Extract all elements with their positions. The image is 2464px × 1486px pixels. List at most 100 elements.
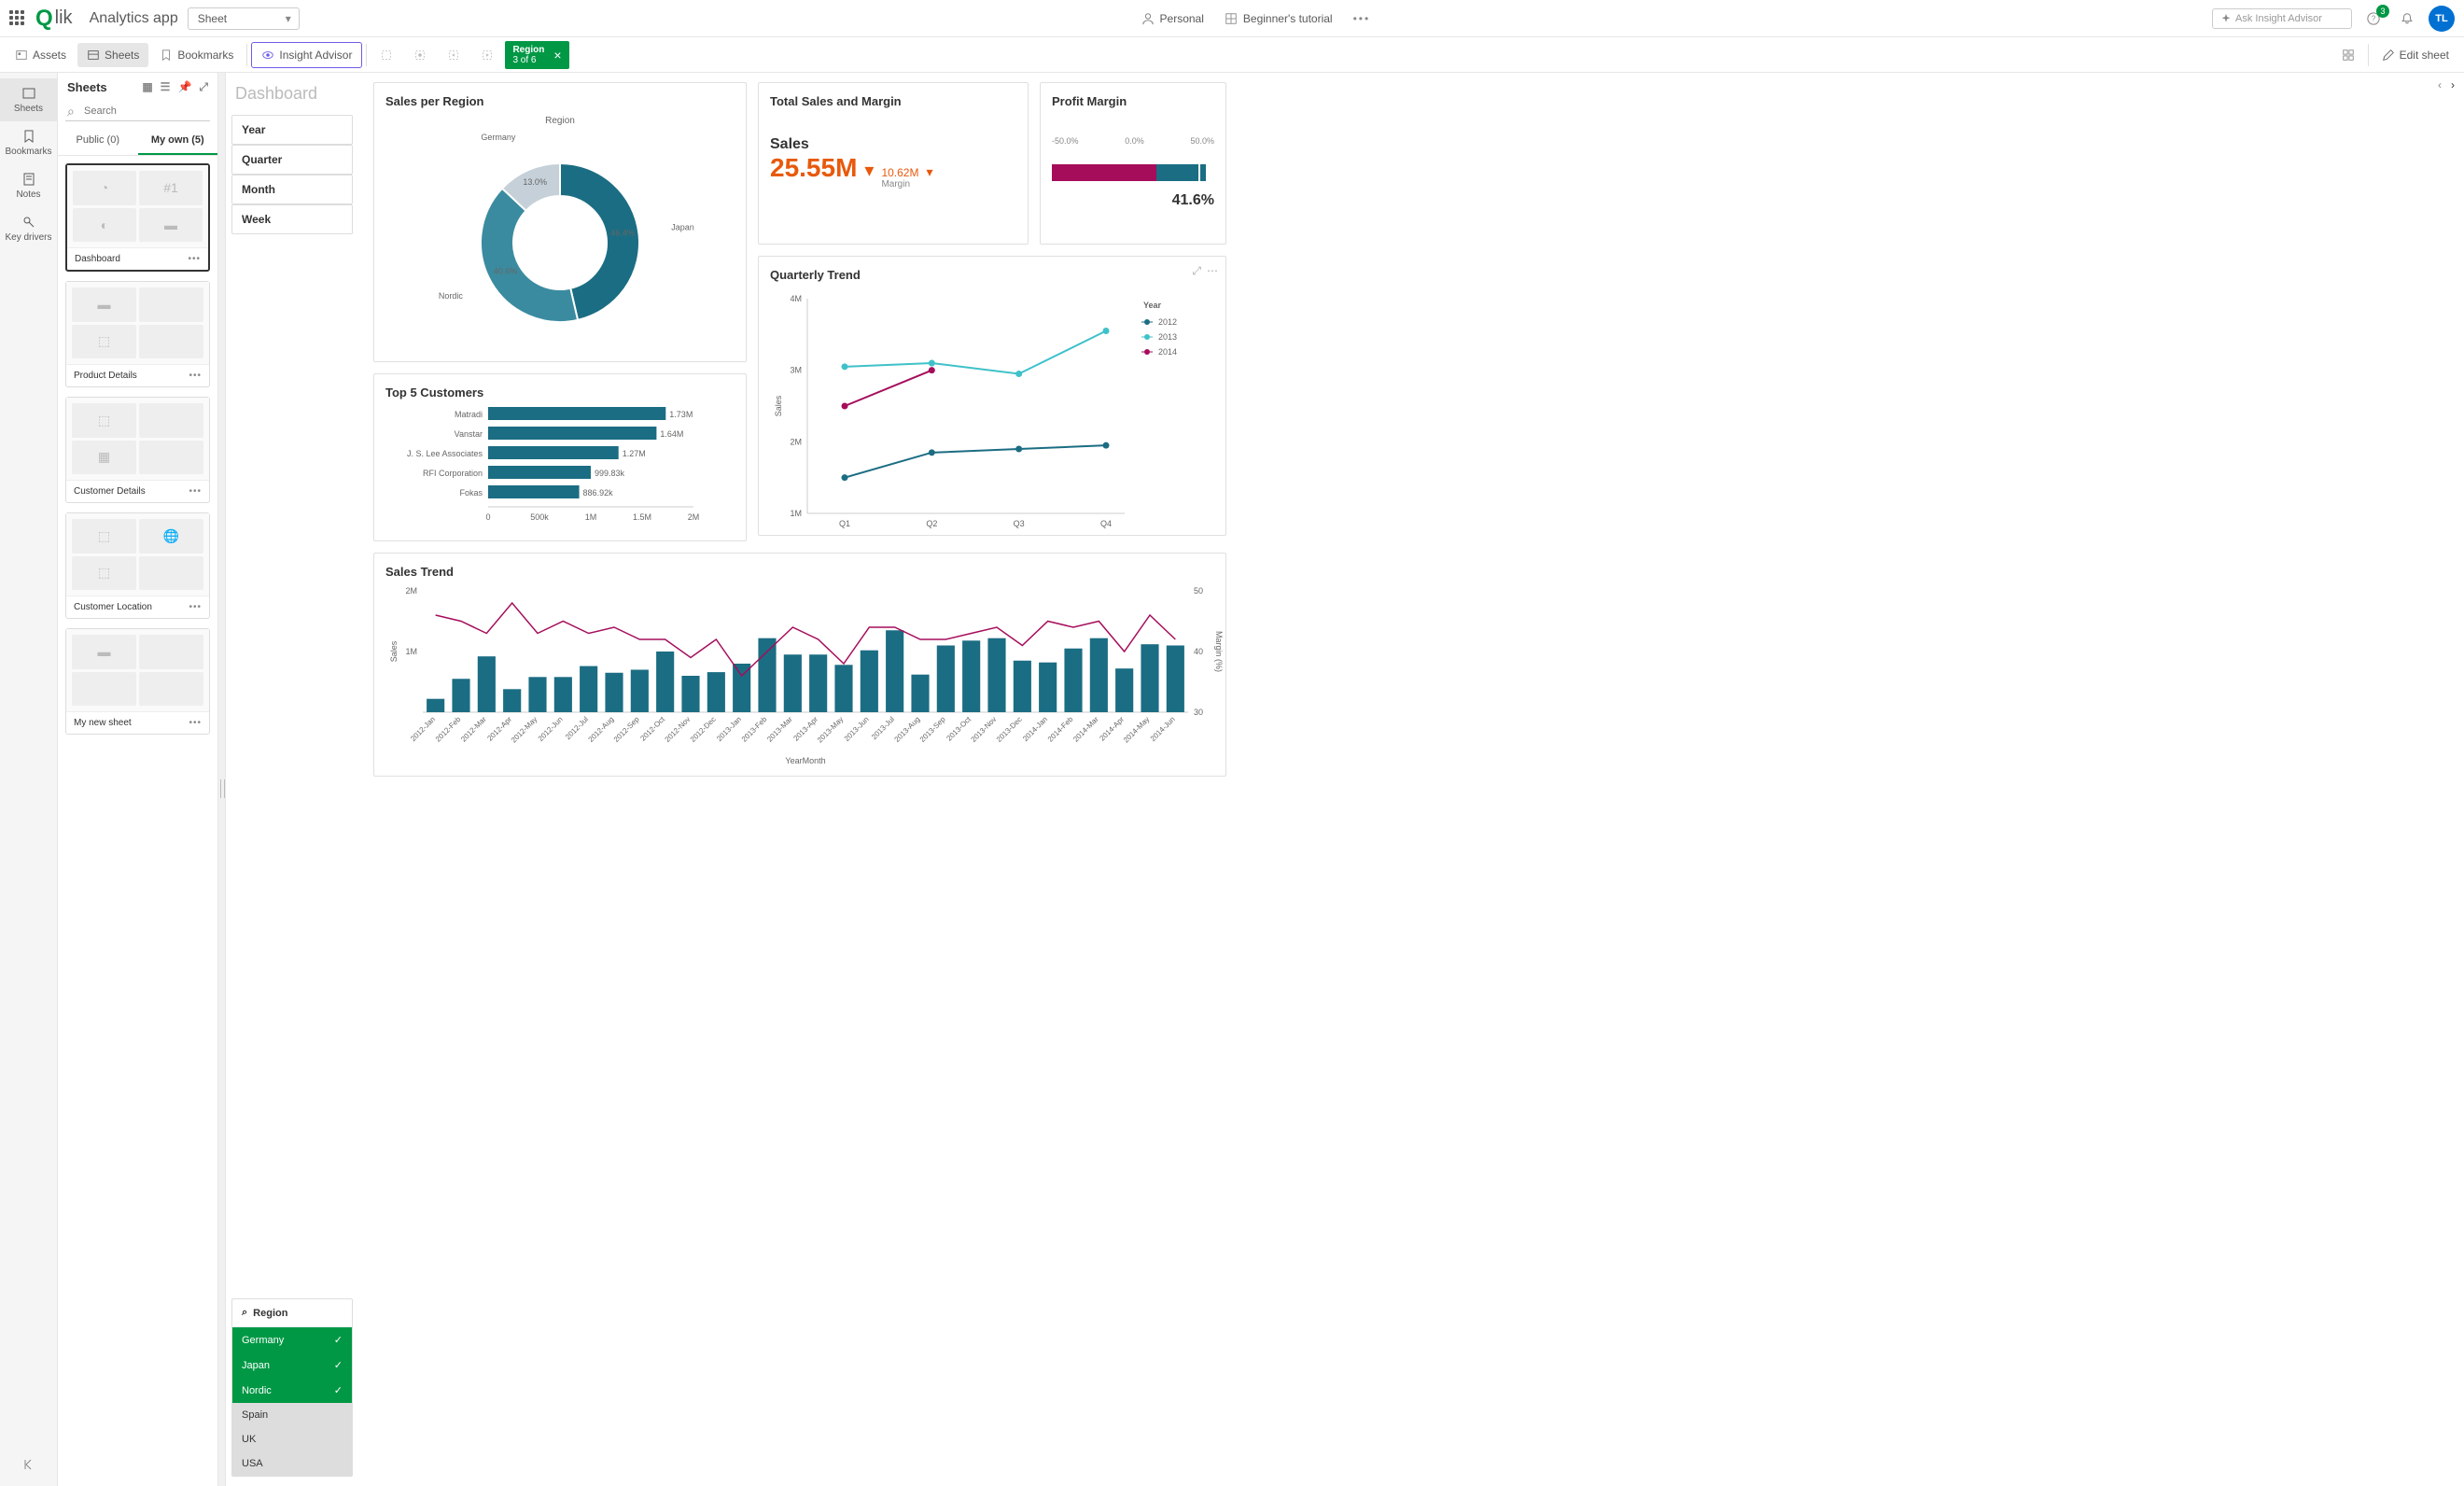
- assets-icon: [15, 49, 28, 62]
- user-avatar[interactable]: TL: [2429, 6, 2455, 32]
- qlik-logo[interactable]: Qlik: [35, 6, 73, 32]
- selection-tool-1[interactable]: [371, 43, 402, 67]
- svg-text:500k: 500k: [530, 512, 549, 522]
- svg-text:46.4%: 46.4%: [610, 228, 635, 237]
- svg-text:Q2: Q2: [926, 519, 937, 528]
- view-grid-icon[interactable]: ▦: [142, 80, 152, 94]
- svg-text:2014-Mar: 2014-Mar: [1071, 715, 1100, 744]
- sheets-button[interactable]: Sheets: [77, 43, 148, 67]
- svg-text:2013-Sep: 2013-Sep: [918, 715, 947, 744]
- sheet-card[interactable]: ⬚🌐⬚ Customer Location•••: [65, 512, 210, 619]
- svg-text:Q1: Q1: [839, 519, 850, 528]
- more-icon[interactable]: ⋯: [1207, 264, 1218, 278]
- svg-text:50: 50: [1194, 586, 1203, 596]
- prev-sheet[interactable]: ‹: [2438, 78, 2442, 91]
- sheet-card[interactable]: ▬ My new sheet•••: [65, 628, 210, 735]
- panel-search[interactable]: [65, 102, 210, 121]
- selection-chip[interactable]: Region3 of 6 ×: [505, 41, 568, 69]
- svg-text:2014-Jun: 2014-Jun: [1149, 715, 1177, 743]
- key-icon: [21, 215, 36, 230]
- svg-text:YearMonth: YearMonth: [785, 756, 825, 765]
- rail-bookmarks[interactable]: Bookmarks: [0, 121, 57, 164]
- top5-chart[interactable]: Matradi 1.73MVanstar 1.64MJ. S. Lee Asso…: [385, 407, 740, 542]
- pin-icon[interactable]: 📌: [177, 80, 191, 94]
- svg-text:2013-Aug: 2013-Aug: [893, 715, 922, 744]
- card-total-sales: Total Sales and Margin Sales 25.55M ▾ 10…: [758, 82, 1029, 245]
- region-item[interactable]: USA: [232, 1451, 352, 1476]
- tab-myown[interactable]: My own (5): [138, 127, 218, 155]
- tutorial-button[interactable]: Beginner's tutorial: [1219, 8, 1338, 29]
- svg-text:Matradi: Matradi: [455, 410, 483, 419]
- dimension-filter[interactable]: Year: [231, 115, 353, 145]
- svg-text:2012-Mar: 2012-Mar: [459, 715, 488, 744]
- help-button[interactable]: ? 3: [2361, 8, 2386, 29]
- selection-tool-2[interactable]: [404, 43, 436, 67]
- svg-text:1M: 1M: [585, 512, 597, 522]
- svg-text:Q3: Q3: [1014, 519, 1025, 528]
- search-input[interactable]: [65, 102, 210, 121]
- sheet-card[interactable]: ◔#1◐▬ Dashboard•••: [65, 163, 210, 272]
- bookmarks-button[interactable]: Bookmarks: [150, 43, 243, 67]
- svg-text:3M: 3M: [790, 366, 802, 375]
- eye-icon: [261, 49, 274, 62]
- layout-button[interactable]: [2332, 43, 2364, 67]
- insight-advisor-button[interactable]: Insight Advisor: [251, 42, 362, 68]
- rail-key-drivers[interactable]: Key drivers: [0, 207, 57, 250]
- sheet-card[interactable]: ▬⬚ Product Details•••: [65, 281, 210, 387]
- apps-grid-icon[interactable]: [9, 10, 26, 27]
- rail-notes[interactable]: Notes: [0, 164, 57, 207]
- svg-text:2013: 2013: [1158, 332, 1177, 342]
- sheets-icon: [21, 86, 36, 101]
- notifications-button[interactable]: [2395, 8, 2419, 29]
- sheet-card[interactable]: ⬚▦ Customer Details•••: [65, 397, 210, 503]
- edit-sheet-button[interactable]: Edit sheet: [2373, 43, 2458, 67]
- card-profit-margin: Profit Margin -50.0% 0.0% 50.0% 41.6%: [1040, 82, 1226, 245]
- region-item[interactable]: UK: [232, 1427, 352, 1451]
- card-menu[interactable]: •••: [189, 718, 202, 728]
- svg-text:Sales: Sales: [774, 395, 783, 416]
- bell-icon: [2401, 12, 2414, 25]
- fullscreen-icon[interactable]: ⤢: [1192, 264, 1201, 278]
- next-sheet[interactable]: ›: [2451, 78, 2455, 91]
- card-menu[interactable]: •••: [189, 371, 202, 381]
- card-menu[interactable]: •••: [189, 602, 202, 612]
- view-list-icon[interactable]: ☰: [161, 80, 171, 94]
- selection-forward[interactable]: [471, 43, 503, 67]
- grid-icon: [1225, 12, 1238, 25]
- layout-icon: [2342, 49, 2355, 62]
- svg-text:2012-Jun: 2012-Jun: [537, 715, 565, 743]
- rail-collapse[interactable]: [10, 1446, 48, 1486]
- panel-resizer[interactable]: [218, 73, 226, 1486]
- card-menu[interactable]: •••: [188, 254, 201, 264]
- dimension-filter[interactable]: Week: [231, 204, 353, 234]
- sales-trend-chart[interactable]: 1M2M3040502012-Jan2012-Feb2012-Mar2012-A…: [385, 586, 1225, 778]
- margin-bar[interactable]: [1052, 164, 1214, 181]
- region-item[interactable]: Germany✓: [232, 1327, 352, 1353]
- svg-text:2012-Feb: 2012-Feb: [434, 715, 463, 744]
- more-icon[interactable]: •••: [1348, 8, 1377, 29]
- quarterly-chart[interactable]: 1M2M3M4MQ1Q2Q3Q4SalesYear201220132014: [770, 289, 1218, 537]
- svg-text:2012-Aug: 2012-Aug: [587, 715, 616, 744]
- bookmark-icon: [160, 49, 173, 62]
- dimension-filter[interactable]: Month: [231, 175, 353, 204]
- tab-public[interactable]: Public (0): [58, 127, 138, 155]
- region-item[interactable]: Japan✓: [232, 1353, 352, 1378]
- region-item[interactable]: Nordic✓: [232, 1378, 352, 1403]
- personal-button[interactable]: Personal: [1136, 8, 1210, 29]
- sheet-dropdown[interactable]: Sheet: [188, 7, 300, 30]
- assets-button[interactable]: Assets: [6, 43, 76, 67]
- rail-sheets[interactable]: Sheets: [0, 78, 57, 121]
- expand-icon[interactable]: ⤢: [199, 80, 208, 94]
- ask-insight-input[interactable]: Ask Insight Advisor: [2212, 8, 2352, 29]
- region-item[interactable]: Spain: [232, 1403, 352, 1427]
- card-menu[interactable]: •••: [189, 486, 202, 497]
- close-icon[interactable]: ×: [553, 48, 561, 63]
- svg-text:Vanstar: Vanstar: [455, 429, 483, 439]
- selection-back[interactable]: [438, 43, 469, 67]
- collapse-icon: [21, 1457, 36, 1472]
- dimension-filter[interactable]: Quarter: [231, 145, 353, 175]
- svg-text:1.27M: 1.27M: [623, 449, 646, 458]
- svg-text:2014: 2014: [1158, 347, 1177, 357]
- svg-text:0: 0: [485, 512, 490, 522]
- donut-chart[interactable]: Japan46.4%Nordic40.6%Germany13.0%: [392, 126, 728, 350]
